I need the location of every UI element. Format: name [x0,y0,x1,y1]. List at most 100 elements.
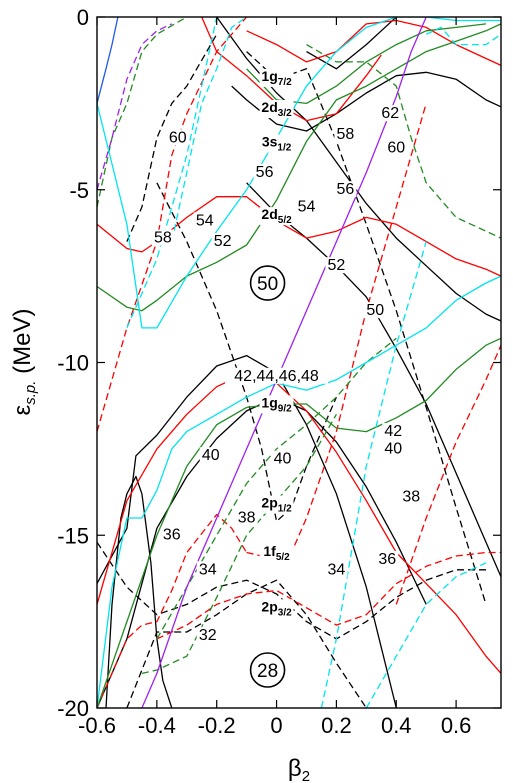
shell-closure-number: 50 [257,274,278,295]
magic-number-backdrop [382,423,405,440]
y-tick-label: -15 [57,523,89,548]
level-curve-30 [97,275,501,708]
x-tick-label: -0.6 [78,713,116,738]
magic-number-label: 36 [378,551,396,568]
y-axis-title: εs.p. (MeV) [9,309,39,416]
x-tick-label: -0.2 [198,713,236,738]
level-curve-8 [156,182,337,523]
x-tick-label: -0.4 [138,713,176,738]
level-curve-22 [97,23,501,312]
orbital-label: 2p3/2 [261,598,292,618]
y-tick-label: -20 [57,696,89,721]
magic-number-label: 34 [328,561,346,578]
level-curve-38 [97,17,119,104]
magic-number-backdrop [400,488,423,505]
magic-number-label: 54 [196,212,214,229]
magic-number-backdrop [160,526,183,543]
magic-number-backdrop [376,550,399,567]
magic-number-label: 60 [387,140,405,157]
magic-number-label: 38 [238,509,256,526]
magic-number-backdrop [235,509,258,526]
level-curve-31 [126,17,218,329]
magic-number-backdrop [385,139,408,156]
plot-frame [96,16,502,709]
magic-number-backdrop [271,450,294,467]
magic-number-backdrop [199,447,222,464]
magic-number-label: 42,44,46,48 [234,368,319,385]
x-axis-title: β2 [288,755,310,783]
tick-layer: -0.6 -0.4 -0.2 0 0.2 0.4 0.6 0 -5 -10 -15 -20 [57,5,501,738]
magic-number-backdrop [295,198,318,215]
orbital-label: 2d3/2 [261,99,292,119]
level-curve-35 [425,26,501,46]
shell-closure-number: 28 [257,661,278,682]
orbital-label-backdrop [259,395,294,414]
magic-number-backdrop [334,125,357,142]
level-curve-37 [97,23,173,190]
orbital-label: 2p1/2 [261,495,292,515]
magic-number-backdrop [364,302,387,319]
magic-number-backdrop [225,367,329,384]
level-curve-9 [246,51,487,605]
magic-number-label: 40 [274,451,292,468]
orbital-label: 1f5/2 [263,543,290,563]
x-tick-label: 0.6 [441,713,472,738]
orbital-label-backdrop [259,495,294,514]
orbital-label: 2d5/2 [261,206,292,226]
y-tick-label: -10 [57,351,89,376]
magic-number-label: 52 [214,233,232,250]
magic-number-label: 38 [402,489,420,506]
magic-number-label: 52 [328,257,346,274]
level-curve-4 [246,182,501,577]
magic-number-backdrop [379,105,402,122]
level-curve-21 [395,344,501,605]
level-curve-28 [306,44,501,239]
level-curve-18 [156,551,501,640]
orbital-label-backdrop [259,134,294,153]
magic-number-label: 32 [199,627,217,644]
magic-number-backdrop [334,181,357,198]
x-tick-label: 0 [270,713,282,738]
level-curve-7 [306,17,398,70]
y-tick-label: -5 [69,178,89,203]
orbital-label-backdrop [259,543,294,562]
level-curve-11 [126,579,367,708]
magic-number-label: 40 [202,447,220,464]
level-curve-19 [97,513,248,708]
level-curve-24 [246,23,487,105]
shell-closure-circle [249,265,286,301]
level-curve-14 [97,196,501,277]
level-curve-27 [97,17,188,208]
level-curve-3 [105,475,173,708]
magic-number-backdrop [151,229,174,246]
orbital-label-backdrop [259,207,294,226]
magic-number-label: 56 [256,164,274,181]
level-curve-33 [365,562,487,708]
orbital-label: 1g7/2 [261,68,292,88]
magic-number-label: 54 [298,198,316,215]
level-curve-13 [97,372,501,674]
orbital-label-backdrop [259,599,294,618]
magic-number-backdrop [196,626,219,643]
shell-closure-circle [249,652,286,688]
series-layer [97,17,501,708]
magic-number-label: 42 [384,423,402,440]
orbital-label-backdrop [259,68,294,87]
magic-number-backdrop [166,129,189,146]
level-curve-12 [126,33,218,242]
x-tick-label: 0.2 [321,713,352,738]
level-curve-32 [171,17,247,242]
magic-number-label: 58 [336,126,354,143]
magic-number-label: 50 [366,302,384,319]
magic-number-backdrop [325,561,348,578]
magic-number-backdrop [211,233,234,250]
magic-number-label: 40 [384,440,402,457]
magic-number-label: 56 [336,181,354,198]
level-curve-34 [320,241,427,708]
magic-number-label: 58 [154,230,172,247]
level-curve-23 [97,337,501,708]
magic-number-backdrop [325,257,348,274]
magic-number-label: 34 [199,561,217,578]
